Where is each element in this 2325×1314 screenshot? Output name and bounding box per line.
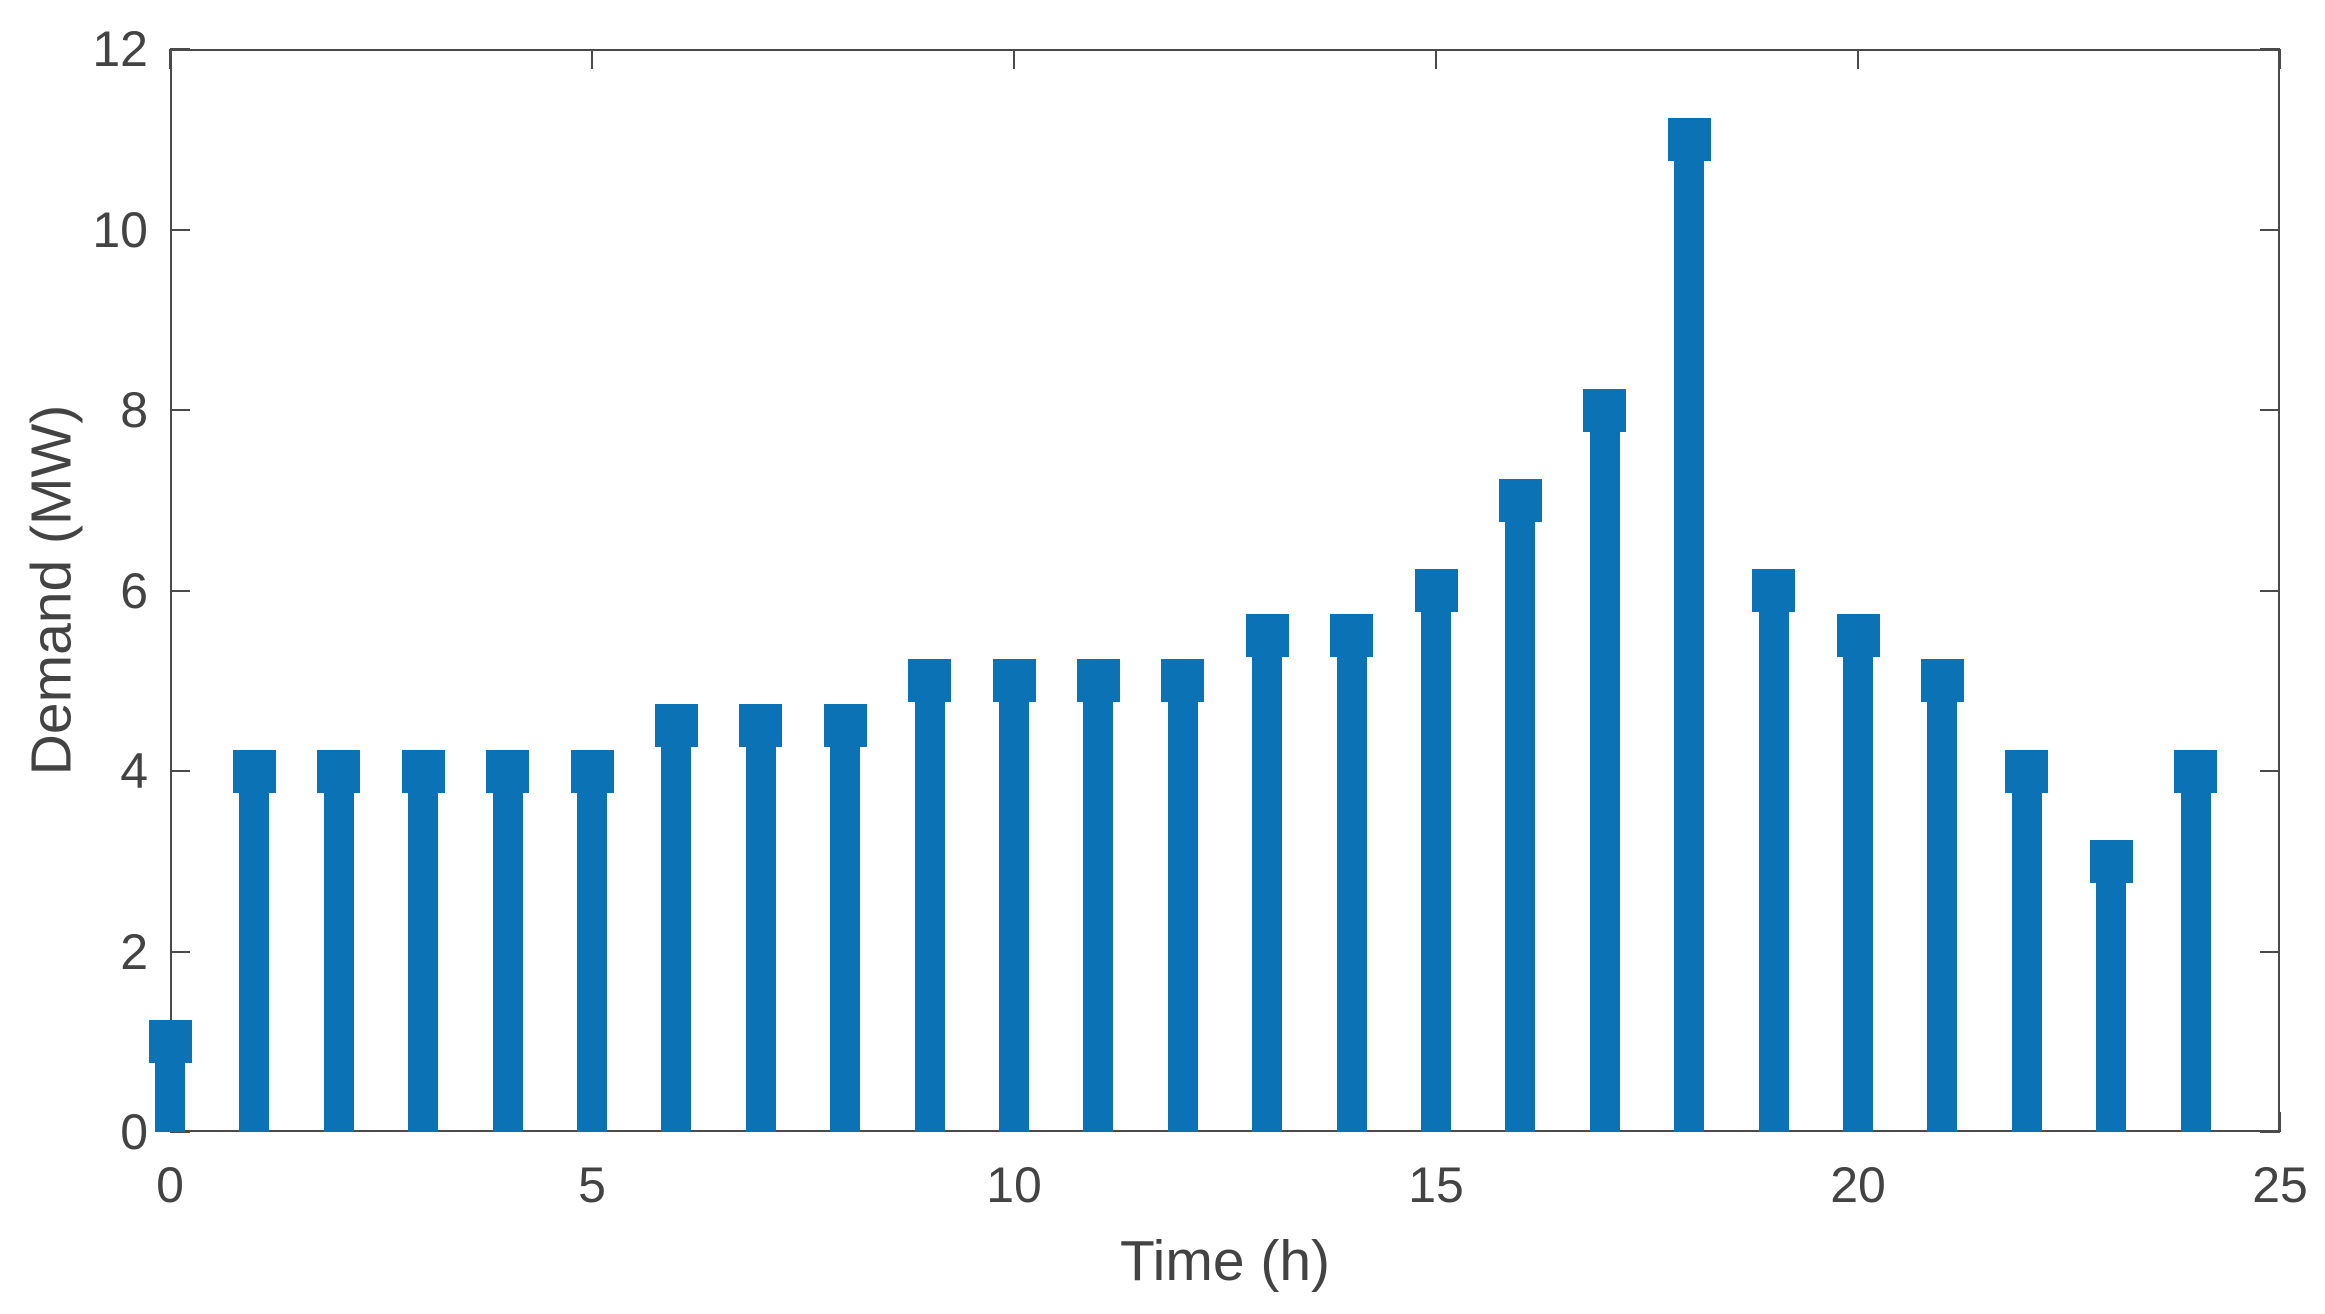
stem-line — [1589, 410, 1620, 1132]
plot-area — [148, 48, 2281, 1133]
stem-marker — [739, 704, 783, 748]
y-tick-label: 4 — [120, 743, 148, 799]
stem-marker — [1414, 569, 1458, 612]
stem-marker — [570, 749, 614, 793]
y-tick-right — [2260, 48, 2280, 50]
x-axis-label: Time (h) — [1119, 1229, 1331, 1293]
y-tick-right — [2260, 1131, 2280, 1133]
stem-marker — [232, 749, 276, 793]
stem-marker — [2005, 749, 2049, 793]
stem-line — [914, 680, 945, 1132]
x-tick-top — [2279, 49, 2281, 69]
x-tick-label: 5 — [578, 1157, 606, 1213]
stem-marker — [317, 749, 361, 793]
x-tick-label: 10 — [986, 1157, 1042, 1213]
y-tick — [170, 228, 190, 231]
stem-marker — [1245, 614, 1289, 658]
y-tick-label: 0 — [120, 1104, 148, 1160]
stem-line — [1927, 680, 1958, 1132]
stem-line — [830, 725, 861, 1132]
stem-line — [577, 771, 607, 1132]
y-tick-right — [2260, 770, 2280, 772]
stem-line — [1252, 635, 1283, 1132]
stem-line — [1674, 139, 1705, 1132]
y-tick-label: 2 — [120, 923, 148, 980]
axes-box — [170, 49, 2280, 1132]
stem-marker — [1498, 478, 1542, 522]
stem-marker — [1667, 117, 1711, 161]
x-tick-top — [169, 49, 171, 69]
stem-marker — [148, 1020, 192, 1064]
stem-line — [1421, 590, 1451, 1132]
stem-marker — [1076, 659, 1120, 703]
stem-marker — [1161, 659, 1205, 703]
stem-line — [408, 771, 439, 1132]
stem-marker — [1330, 614, 1374, 658]
stem-line — [661, 725, 692, 1132]
y-tick — [170, 950, 190, 953]
y-tick-label: 10 — [92, 201, 148, 258]
stem-marker — [1752, 569, 1796, 612]
stem-marker — [992, 659, 1036, 703]
x-tick-label: 0 — [156, 1157, 184, 1213]
stem-marker — [486, 749, 530, 793]
stem-marker — [1920, 659, 1964, 703]
y-tick-right — [2260, 228, 2280, 231]
y-tick-right — [2260, 589, 2280, 592]
stem-marker — [823, 704, 867, 748]
stem-line — [323, 771, 354, 1132]
stem-line — [492, 771, 523, 1132]
y-tick — [170, 1131, 190, 1133]
x-tick-top — [591, 49, 593, 69]
x-tick-label: 25 — [2252, 1157, 2308, 1213]
stem-line — [1083, 680, 1114, 1132]
stem-line — [2096, 861, 2127, 1132]
stem-marker — [2174, 749, 2218, 793]
stem-marker — [654, 704, 698, 748]
y-tick — [170, 409, 190, 411]
y-tick-right — [2260, 950, 2280, 953]
stem-line — [1843, 635, 1873, 1132]
y-tick-label: 8 — [120, 382, 148, 438]
y-tick-label: 12 — [92, 21, 148, 77]
stem-line — [1758, 590, 1789, 1132]
stem-line — [2180, 771, 2211, 1132]
y-tick-right — [2260, 409, 2280, 411]
stem-line — [1167, 680, 1198, 1132]
stem-line — [999, 680, 1029, 1132]
y-tick-label: 6 — [120, 562, 148, 619]
stem-marker — [2089, 839, 2133, 883]
stem-line — [745, 725, 776, 1132]
stem-marker — [908, 659, 952, 703]
stem-marker — [401, 749, 445, 793]
x-tick — [2279, 1112, 2281, 1132]
y-tick — [170, 770, 190, 772]
stem-line — [2011, 771, 2042, 1132]
stem-line — [1336, 635, 1367, 1132]
stem-marker — [1836, 614, 1880, 658]
x-tick-label: 20 — [1830, 1157, 1886, 1213]
x-tick-top — [1857, 49, 1859, 69]
stem-line — [1505, 500, 1536, 1132]
x-tick-label: 15 — [1408, 1157, 1464, 1213]
y-tick — [170, 589, 190, 592]
x-tick-top — [1013, 49, 1015, 69]
y-tick — [170, 48, 190, 50]
x-tick-top — [1435, 49, 1437, 69]
stem-line — [239, 771, 270, 1132]
stem-marker — [1583, 388, 1627, 432]
